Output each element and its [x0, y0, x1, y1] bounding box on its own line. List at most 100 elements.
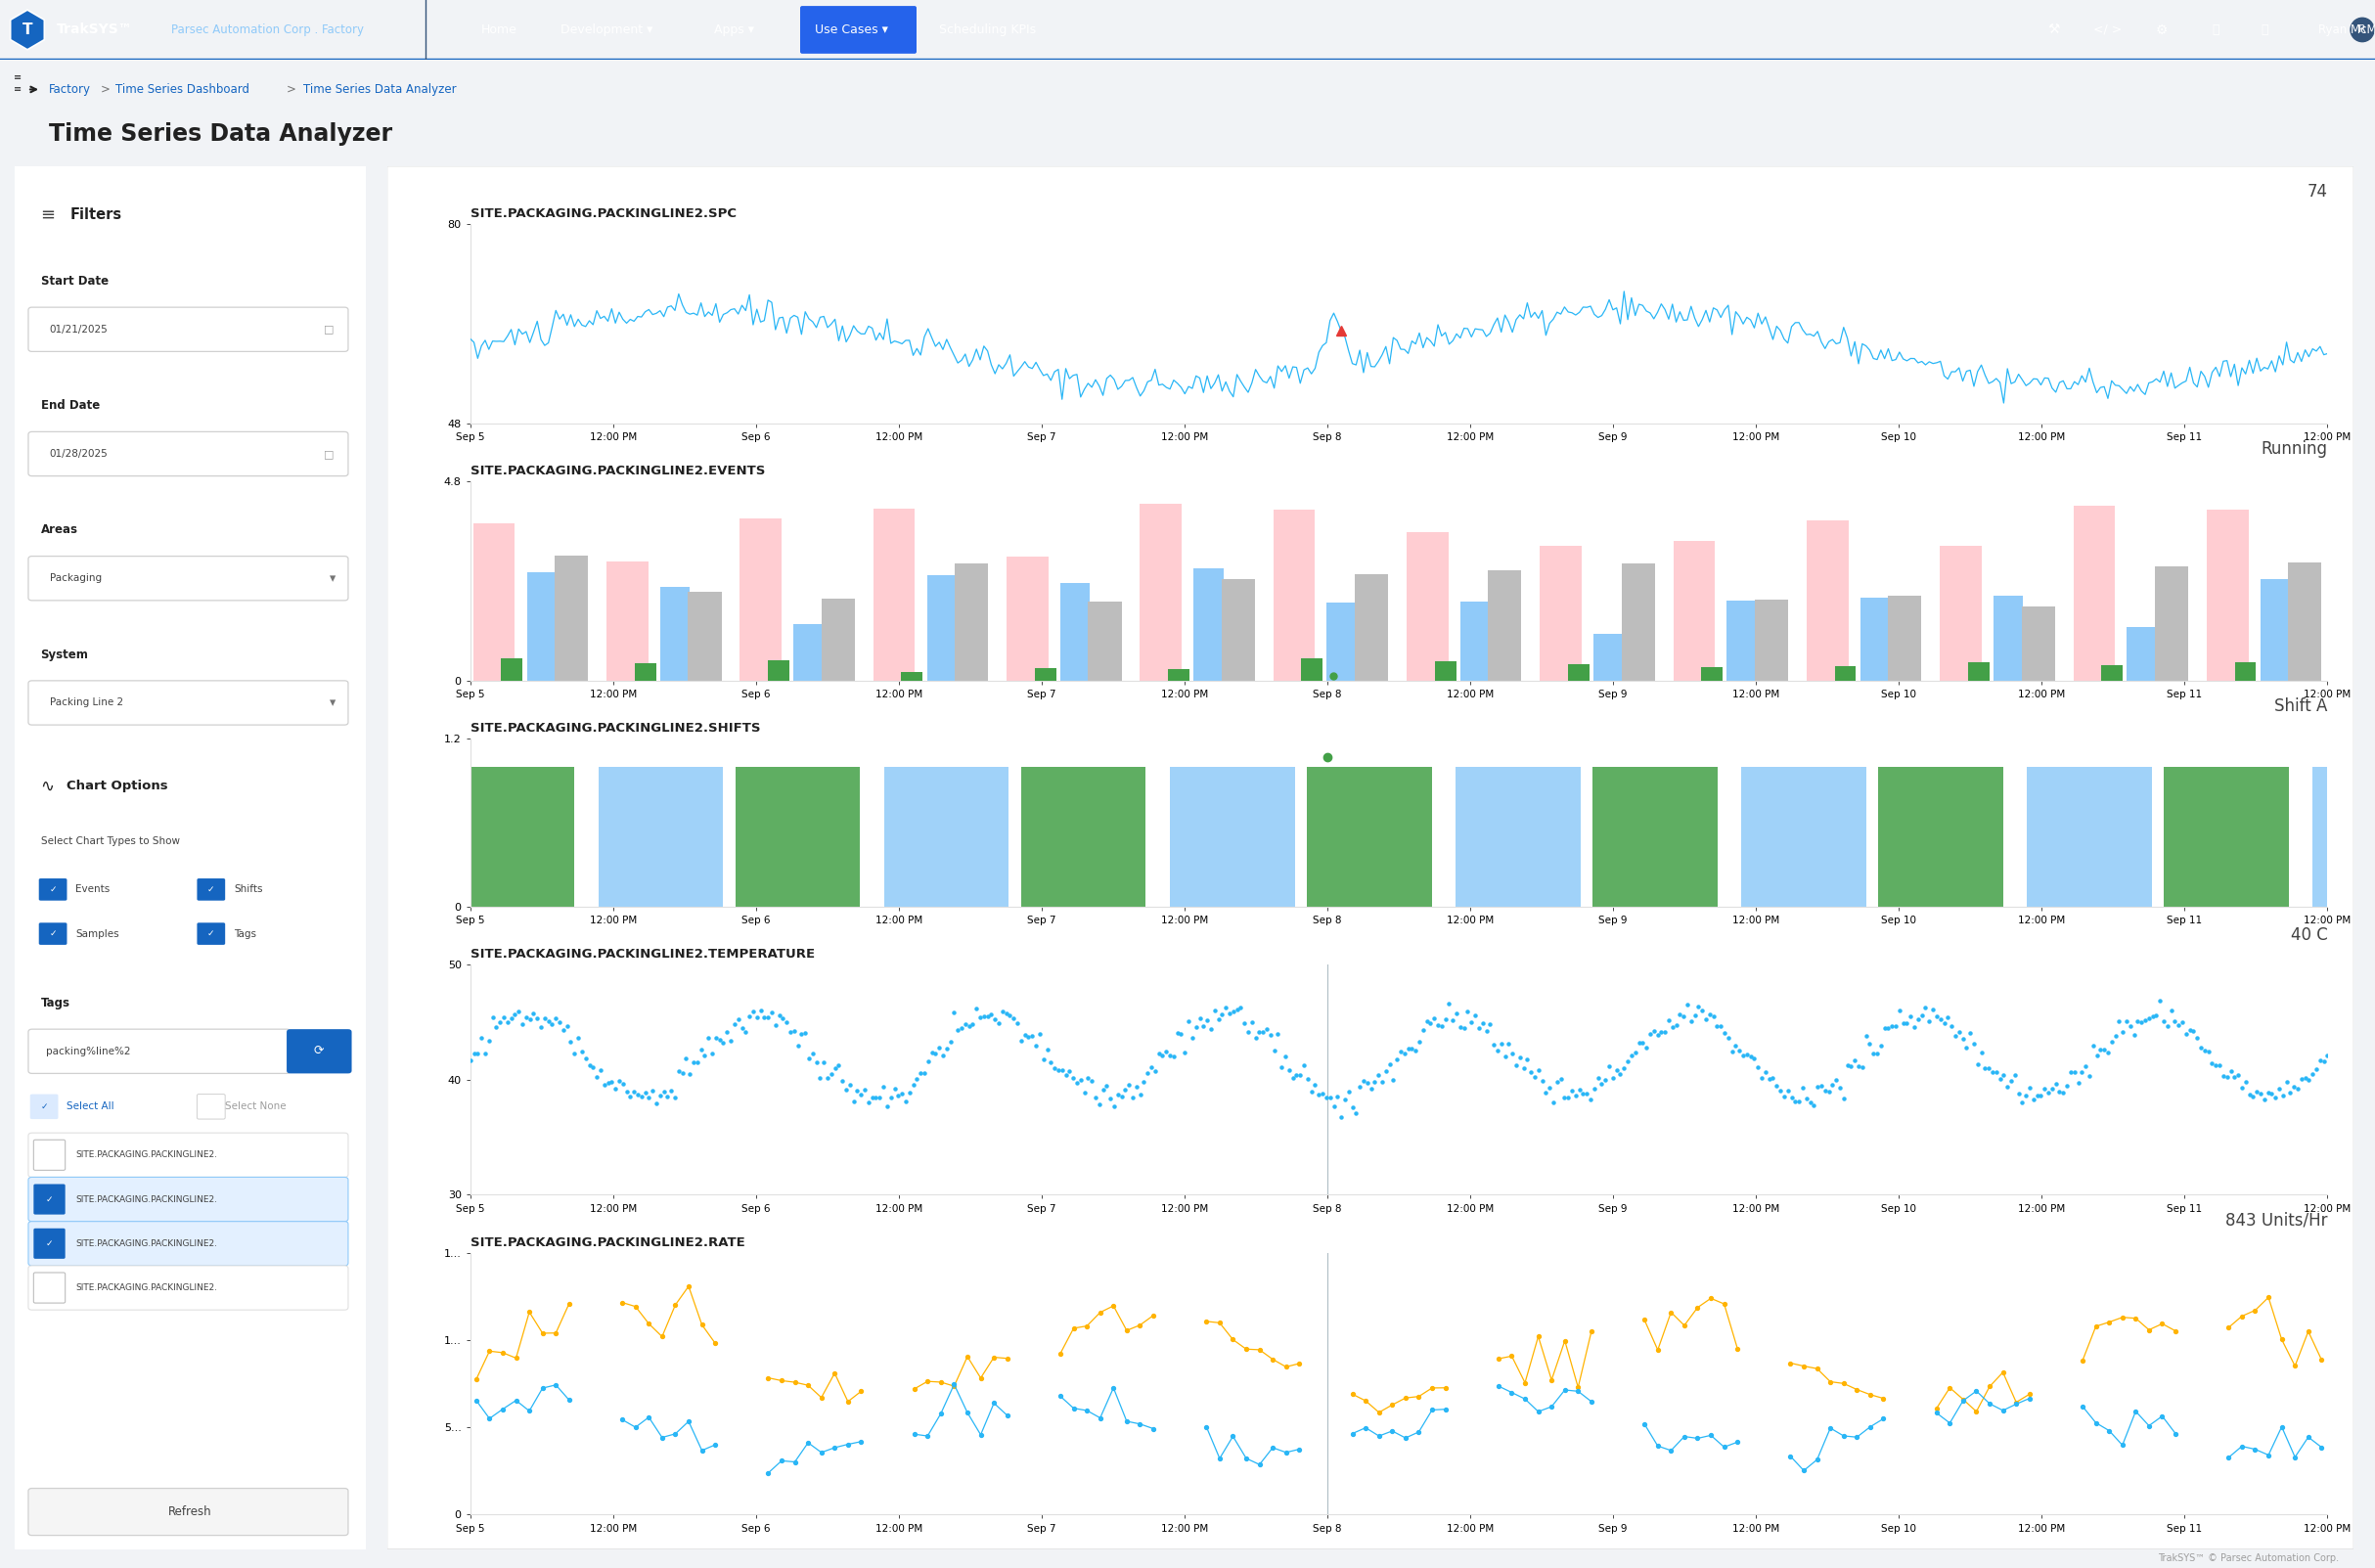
Text: Home: Home: [480, 24, 518, 36]
Bar: [1273, 510, 1316, 681]
Bar: [1700, 666, 1722, 681]
Text: Select All: Select All: [66, 1102, 114, 1112]
Text: SITE.PACKAGING.PACKINGLINE2.EVENTS: SITE.PACKAGING.PACKINGLINE2.EVENTS: [470, 464, 765, 478]
FancyBboxPatch shape: [12, 163, 368, 1552]
Text: Tags: Tags: [40, 997, 69, 1010]
FancyBboxPatch shape: [33, 1228, 64, 1259]
Bar: [884, 767, 1009, 906]
Text: </ >: </ >: [2095, 24, 2123, 36]
Bar: [1140, 503, 1183, 681]
FancyBboxPatch shape: [33, 1184, 64, 1215]
Text: packing%line%2: packing%line%2: [45, 1046, 131, 1057]
Text: ✓: ✓: [50, 884, 57, 894]
Bar: [767, 660, 788, 681]
Bar: [598, 767, 724, 906]
Text: 74: 74: [2306, 183, 2327, 201]
Bar: [2235, 662, 2256, 681]
Bar: [900, 671, 922, 681]
Text: ✓: ✓: [40, 1102, 48, 1112]
Bar: [793, 624, 824, 681]
Legend: Shift A, Shift B: Shift A, Shift B: [1323, 997, 1475, 1014]
Text: TrakSYS™ © Parsec Automation Corp.: TrakSYS™ © Parsec Automation Corp.: [2159, 1554, 2339, 1563]
Text: ✓: ✓: [207, 884, 214, 894]
Text: SITE.PACKAGING.PACKINGLINE2.RATE: SITE.PACKAGING.PACKINGLINE2.RATE: [470, 1236, 746, 1250]
Bar: [2102, 665, 2123, 681]
FancyBboxPatch shape: [800, 6, 917, 53]
Bar: [2206, 510, 2249, 681]
Text: SITE.PACKAGING.PACKINGLINE2.: SITE.PACKAGING.PACKINGLINE2.: [76, 1239, 218, 1248]
Text: System: System: [40, 648, 88, 660]
Text: Packaging: Packaging: [50, 574, 102, 583]
Text: 🔔: 🔔: [2261, 24, 2268, 36]
Bar: [1088, 602, 1121, 681]
Text: R: R: [2358, 25, 2366, 34]
Text: Time Series Data Analyzer: Time Series Data Analyzer: [304, 83, 456, 96]
Bar: [1171, 767, 1294, 906]
Text: Factory: Factory: [50, 83, 90, 96]
Text: ⚙: ⚙: [2156, 24, 2168, 36]
Text: ✓: ✓: [45, 1239, 52, 1248]
FancyBboxPatch shape: [33, 1273, 64, 1303]
Text: Select None: Select None: [226, 1102, 287, 1112]
Text: 40 C: 40 C: [2290, 927, 2328, 944]
Bar: [1406, 532, 1449, 681]
FancyBboxPatch shape: [38, 922, 66, 946]
Text: Apps ▾: Apps ▾: [712, 24, 753, 36]
Bar: [1539, 546, 1582, 681]
Bar: [1888, 596, 1921, 681]
Bar: [1727, 601, 1758, 681]
Text: TrakSYS™: TrakSYS™: [57, 24, 133, 36]
FancyBboxPatch shape: [28, 1265, 349, 1309]
Bar: [2164, 767, 2289, 906]
FancyBboxPatch shape: [31, 1094, 57, 1120]
Bar: [527, 572, 556, 681]
Bar: [1741, 767, 1867, 906]
Bar: [556, 555, 589, 681]
Bar: [1594, 633, 1622, 681]
Text: ⟳: ⟳: [314, 1044, 323, 1058]
Text: SITE.PACKAGING.PACKINGLINE2.: SITE.PACKAGING.PACKINGLINE2.: [76, 1195, 218, 1204]
Bar: [1306, 767, 1432, 906]
Bar: [501, 659, 522, 681]
Text: Shifts: Shifts: [233, 884, 264, 894]
Text: Packing Line 2: Packing Line 2: [50, 698, 124, 707]
FancyBboxPatch shape: [28, 681, 349, 724]
Text: ✓: ✓: [45, 1195, 52, 1204]
FancyBboxPatch shape: [28, 1134, 349, 1178]
Bar: [2287, 563, 2320, 681]
Text: Refresh: Refresh: [169, 1505, 211, 1518]
Bar: [955, 563, 988, 681]
Bar: [926, 575, 957, 681]
Text: Tags: Tags: [233, 928, 256, 939]
Bar: [741, 517, 781, 681]
Text: ▾: ▾: [330, 572, 335, 585]
FancyBboxPatch shape: [28, 431, 349, 477]
Text: Chart Options: Chart Options: [66, 779, 169, 792]
Text: Ryan McMartin: Ryan McMartin: [2318, 24, 2375, 36]
Bar: [1328, 602, 1356, 681]
Text: Areas: Areas: [40, 524, 78, 536]
Legend: Running, SettingUp, Changeover, Down: Running, SettingUp, Changeover, Down: [1214, 771, 1584, 790]
Bar: [1940, 546, 1981, 681]
Bar: [1489, 571, 1522, 681]
FancyBboxPatch shape: [387, 166, 2354, 1549]
Text: Samples: Samples: [76, 928, 119, 939]
Text: Select Chart Types to Show: Select Chart Types to Show: [40, 836, 180, 847]
Text: ∿: ∿: [40, 778, 55, 795]
Text: ≡: ≡: [40, 205, 55, 223]
Bar: [1221, 579, 1254, 681]
Text: Running: Running: [2261, 441, 2327, 458]
Text: □: □: [323, 448, 335, 459]
Bar: [1591, 767, 1717, 906]
Text: ✓: ✓: [50, 930, 57, 938]
FancyBboxPatch shape: [197, 1094, 226, 1120]
Text: 01/28/2025: 01/28/2025: [50, 448, 107, 459]
Text: >: >: [287, 83, 297, 96]
Bar: [1674, 541, 1715, 681]
Bar: [1969, 662, 1990, 681]
Bar: [449, 767, 575, 906]
Bar: [1860, 597, 1890, 681]
Bar: [473, 522, 515, 681]
Legend: Samples: Samples: [1356, 510, 1442, 527]
Bar: [2073, 506, 2116, 681]
